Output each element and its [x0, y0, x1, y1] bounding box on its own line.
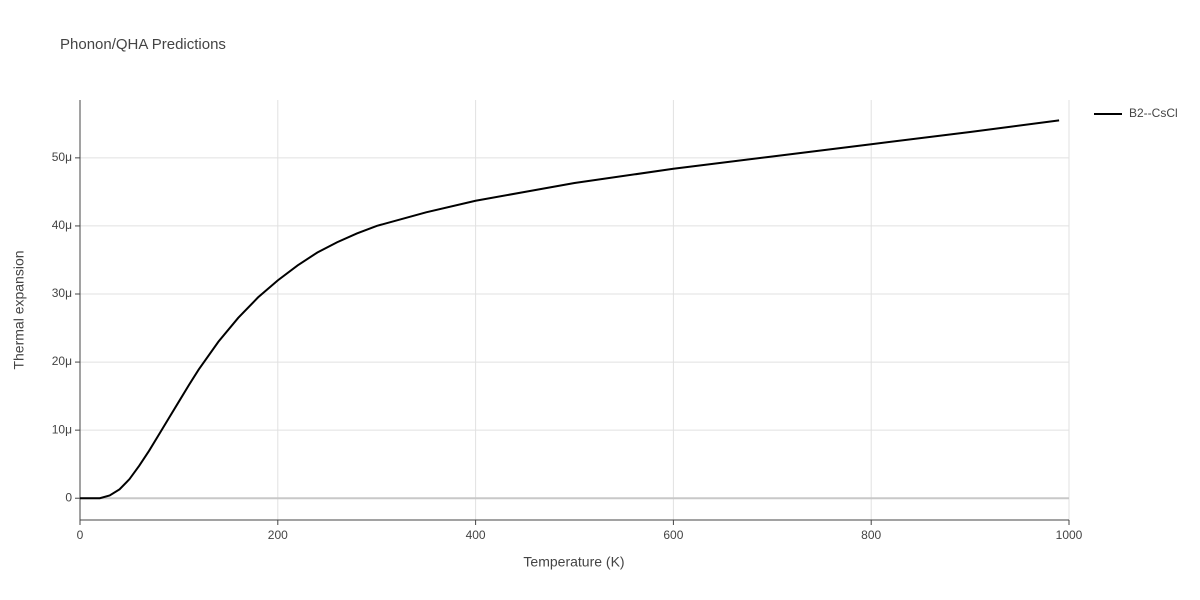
line — [80, 119, 1060, 500]
y-tick-label: 10μ — [52, 422, 72, 436]
x-tick-label: 600 — [663, 528, 683, 542]
y-tick-label: 0 — [65, 490, 72, 504]
y-tick-label: 50μ — [52, 150, 72, 164]
y-tick-label: 20μ — [52, 354, 72, 368]
y-tick-label: 30μ — [52, 286, 72, 300]
x-tick-label: 0 — [77, 528, 84, 542]
chart-title: Phonon/QHA Predictions — [60, 36, 226, 53]
x-tick-label: 400 — [466, 528, 486, 542]
legend-label: B2--CsCl — [1129, 106, 1178, 120]
y-axis-title: Thermal expansion — [11, 250, 27, 369]
x-tick-label: 200 — [268, 528, 288, 542]
x-tick-label: 1000 — [1056, 528, 1083, 542]
y-tick-label: 40μ — [52, 218, 72, 232]
x-tick-label: 800 — [861, 528, 881, 542]
x-axis-title: Temperature (K) — [523, 554, 624, 570]
